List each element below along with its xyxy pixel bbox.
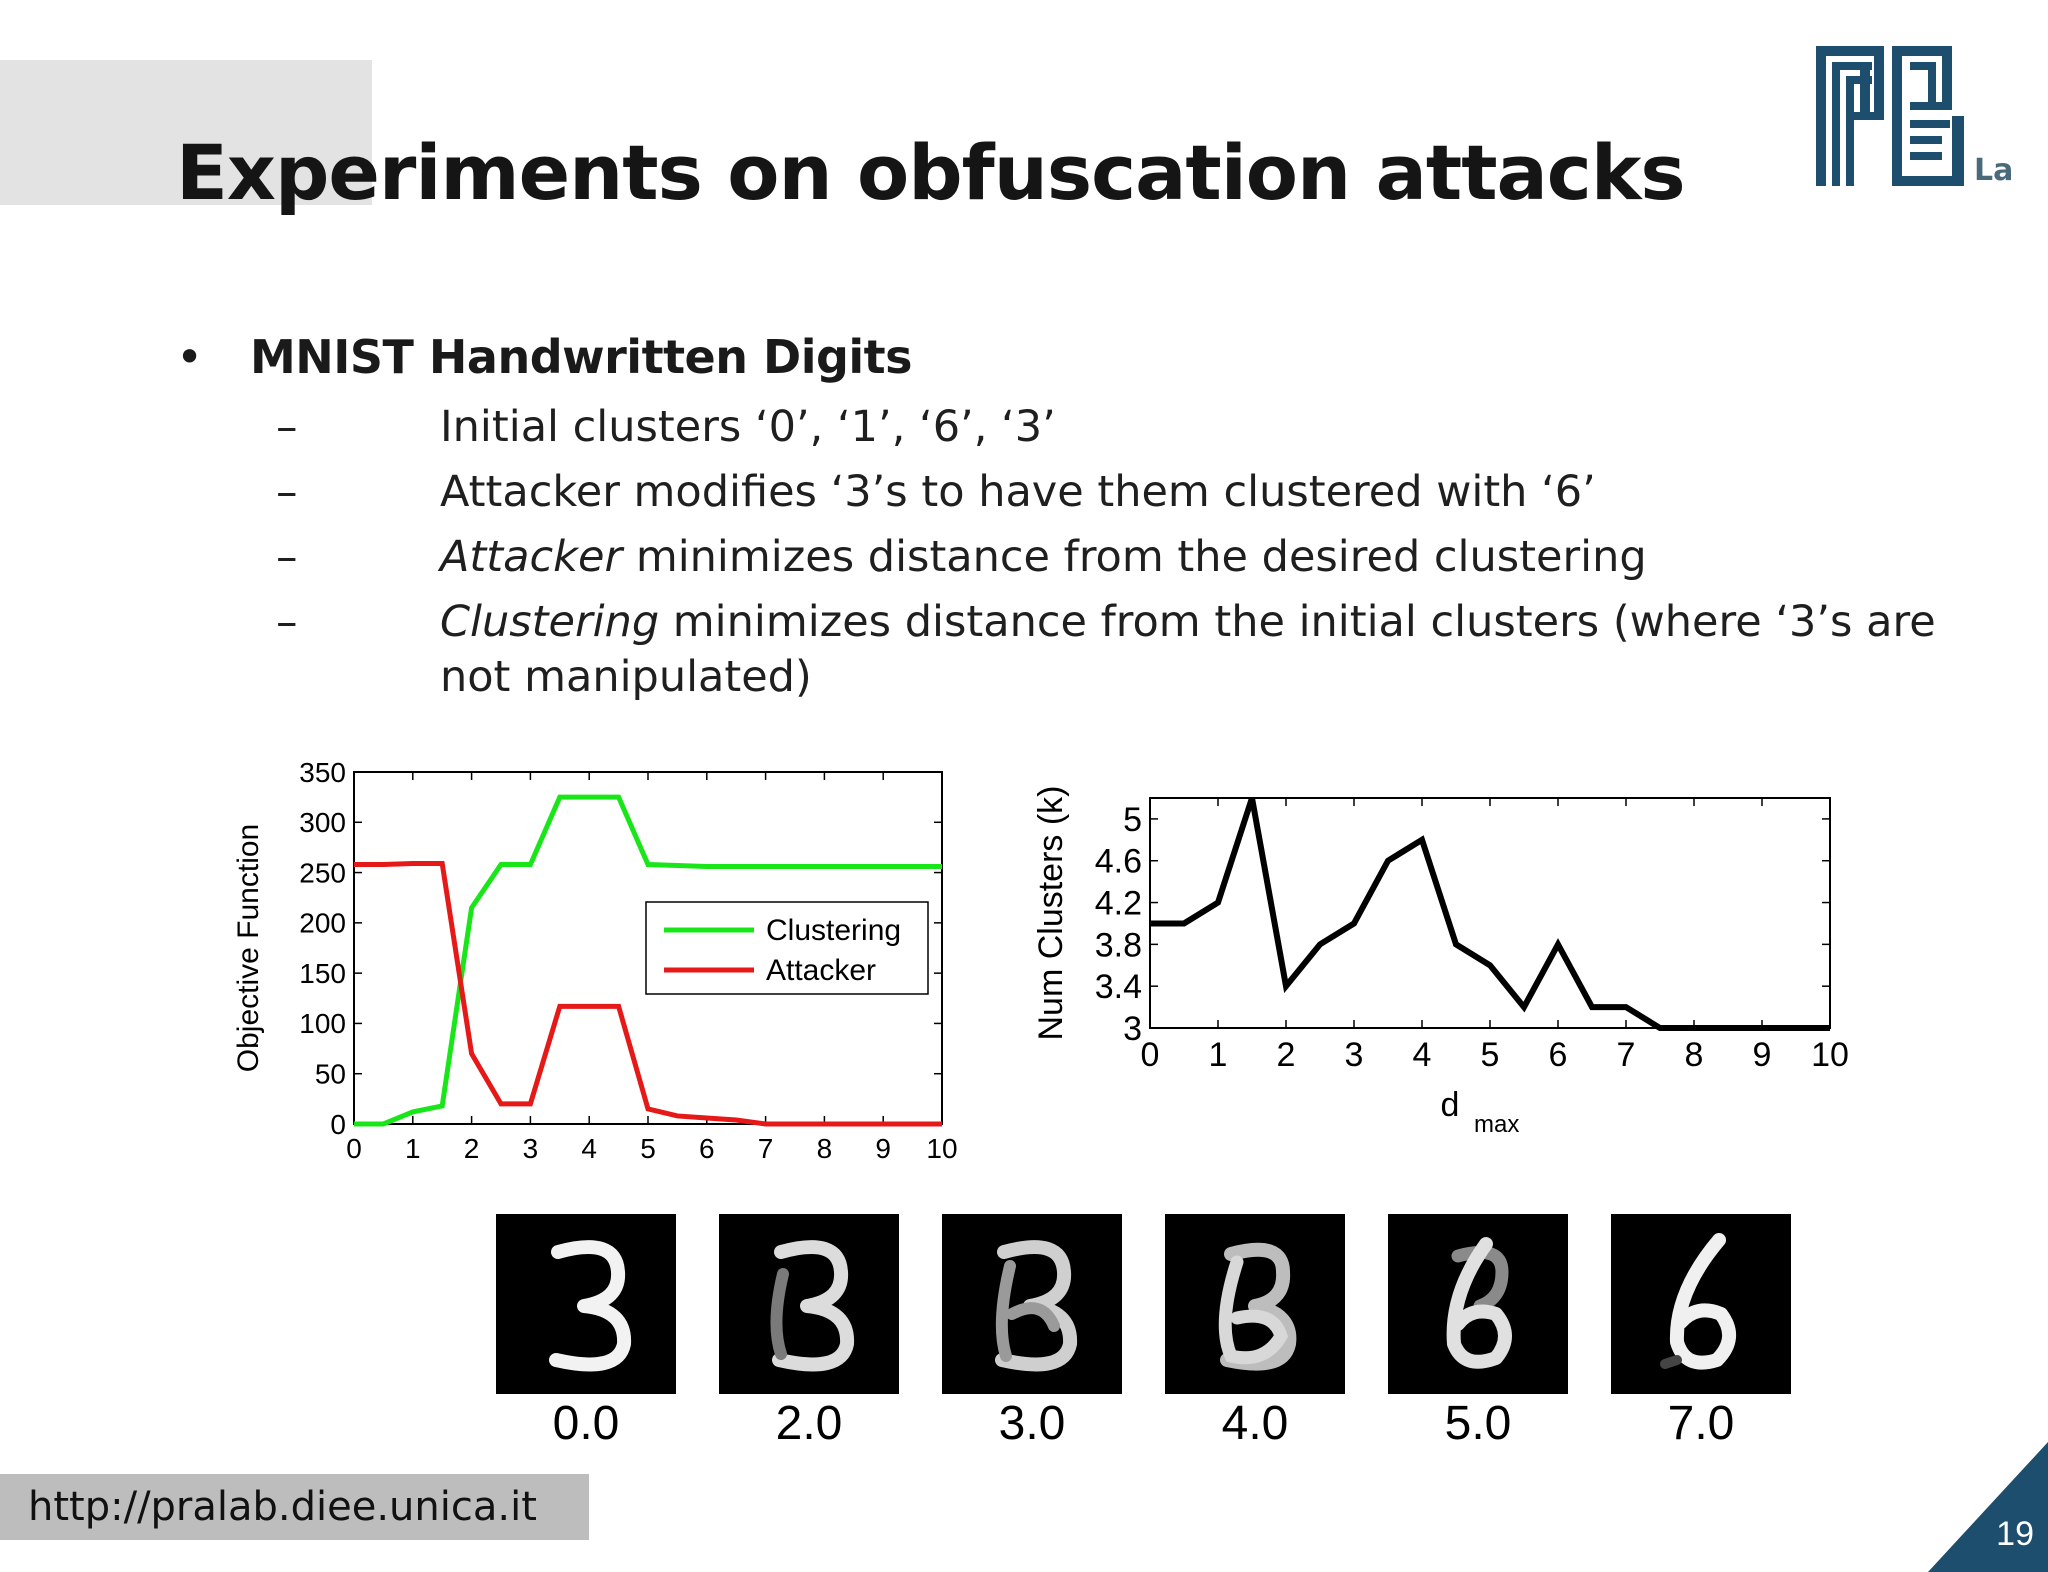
- y-axis-label: Num Clusters (k): [1032, 785, 1070, 1040]
- x-tick-label: 0: [1141, 1036, 1160, 1074]
- x-tick-label: 9: [1753, 1036, 1772, 1074]
- slide-title: Experiments on obfuscation attacks: [176, 128, 1686, 217]
- dash-marker: –: [276, 532, 298, 582]
- x-tick-label: 6: [699, 1133, 715, 1164]
- x-tick-label: 5: [640, 1133, 656, 1164]
- y-tick-label: 300: [299, 807, 346, 838]
- y-tick-label: 3: [1123, 1010, 1142, 1048]
- x-axis-label-subscript: max: [1474, 1111, 1519, 1138]
- digit-image-3: [496, 1214, 676, 1394]
- y-tick-label: 100: [299, 1008, 346, 1039]
- digit-image-morph-3: [1165, 1214, 1345, 1394]
- x-tick-label: 2: [1277, 1036, 1296, 1074]
- digit-label: 4.0: [1221, 1397, 1289, 1450]
- y-tick-label: 350: [299, 757, 346, 788]
- objective-function-chart: 0 1 2 3 4 5 6 7 8 9 10050100150200250300350Objecti…: [232, 757, 958, 1164]
- x-tick-label: 8: [817, 1133, 833, 1164]
- pralab-logo: Lab: [1816, 46, 2014, 188]
- x-tick-label: 1: [405, 1133, 421, 1164]
- page-number: 19: [1996, 1515, 2034, 1553]
- y-axis-label: Objective Function: [232, 824, 265, 1072]
- digit-label: 5.0: [1444, 1397, 1512, 1450]
- subbullet-text: Attacker modifies ‘3’s to have them clus…: [440, 467, 1596, 517]
- subbullet-text: Initial clusters ‘0’, ‘1’, ‘6’, ‘3’: [440, 402, 1056, 452]
- dash-marker: –: [276, 402, 298, 452]
- y-tick-label: 4.2: [1095, 884, 1142, 922]
- x-tick-label: 3: [1345, 1036, 1364, 1074]
- x-tick-label: 10: [1811, 1036, 1849, 1074]
- x-tick-label: 4: [1413, 1036, 1432, 1074]
- y-tick-label: 200: [299, 908, 346, 939]
- title-band: [0, 60, 372, 205]
- y-tick-label: 3.8: [1095, 926, 1142, 964]
- legend-box: [645, 901, 929, 995]
- y-tick-label: 4.6: [1095, 843, 1142, 881]
- series-line-clustering: [354, 794, 942, 1127]
- y-tick-label: 0: [330, 1109, 346, 1140]
- subbullet-italic: Attacker: [440, 532, 623, 582]
- footer-url[interactable]: http://pralab.diee.unica.it: [0, 1474, 589, 1540]
- x-tick-label: 4: [581, 1133, 597, 1164]
- x-tick-label: 2: [464, 1133, 480, 1164]
- x-tick-label: 3: [523, 1133, 539, 1164]
- x-axis-label: d: [1441, 1086, 1460, 1124]
- x-tick-label: 7: [758, 1133, 774, 1164]
- x-tick-label: 6: [1549, 1036, 1568, 1074]
- subbullet-italic: Clustering: [440, 597, 660, 647]
- series-line-attacker: [354, 861, 942, 1127]
- y-tick-label: 250: [299, 857, 346, 888]
- y-tick-label: 50: [315, 1059, 346, 1090]
- digit-label: 0.0: [552, 1397, 620, 1450]
- subbullet-text: minimizes distance from the initial clus…: [659, 597, 1936, 647]
- series-line-k: [1150, 797, 1830, 1031]
- bullet-text: MNIST Handwritten Digits: [250, 330, 913, 384]
- num-clusters-chart: 0 1 2 3 4 5 6 7 8 9 10 3 3.4 3.8 4.24.6 5 Num Clusters (…: [1032, 785, 1849, 1138]
- digit-image-6: [1611, 1214, 1791, 1394]
- digit-label: 7.0: [1667, 1397, 1735, 1450]
- corner-triangle: [1928, 1442, 2048, 1572]
- dash-marker: –: [276, 597, 298, 647]
- x-tick-label: 8: [1685, 1036, 1704, 1074]
- subbullet-text: not manipulated): [440, 652, 812, 702]
- digit-label: 2.0: [775, 1397, 843, 1450]
- x-tick-label: 10: [926, 1133, 957, 1164]
- bullet-marker: •: [176, 330, 204, 384]
- y-tick-label: 5: [1123, 801, 1142, 839]
- plot-frame: [1149, 797, 1831, 1029]
- digit-image-morph-4: [1388, 1214, 1568, 1394]
- svg-text:Lab: Lab: [1974, 153, 2014, 188]
- subbullet-text: minimizes distance from the desired clus…: [622, 532, 1647, 582]
- legend-label: Clustering: [766, 914, 901, 947]
- digit-label: 3.0: [998, 1397, 1066, 1450]
- x-tick-label: 1: [1209, 1036, 1228, 1074]
- digit-image-morph-2: [942, 1214, 1122, 1394]
- x-tick-label: 7: [1617, 1036, 1636, 1074]
- x-tick-label: 0: [346, 1133, 362, 1164]
- x-tick-label: 9: [875, 1133, 891, 1164]
- x-tick-label: 5: [1481, 1036, 1500, 1074]
- y-tick-label: 3.4: [1095, 968, 1142, 1006]
- legend-label: Attacker: [766, 954, 876, 987]
- y-tick-label: 150: [299, 958, 346, 989]
- digit-image-morph-1: [719, 1214, 899, 1394]
- dash-marker: –: [276, 467, 298, 517]
